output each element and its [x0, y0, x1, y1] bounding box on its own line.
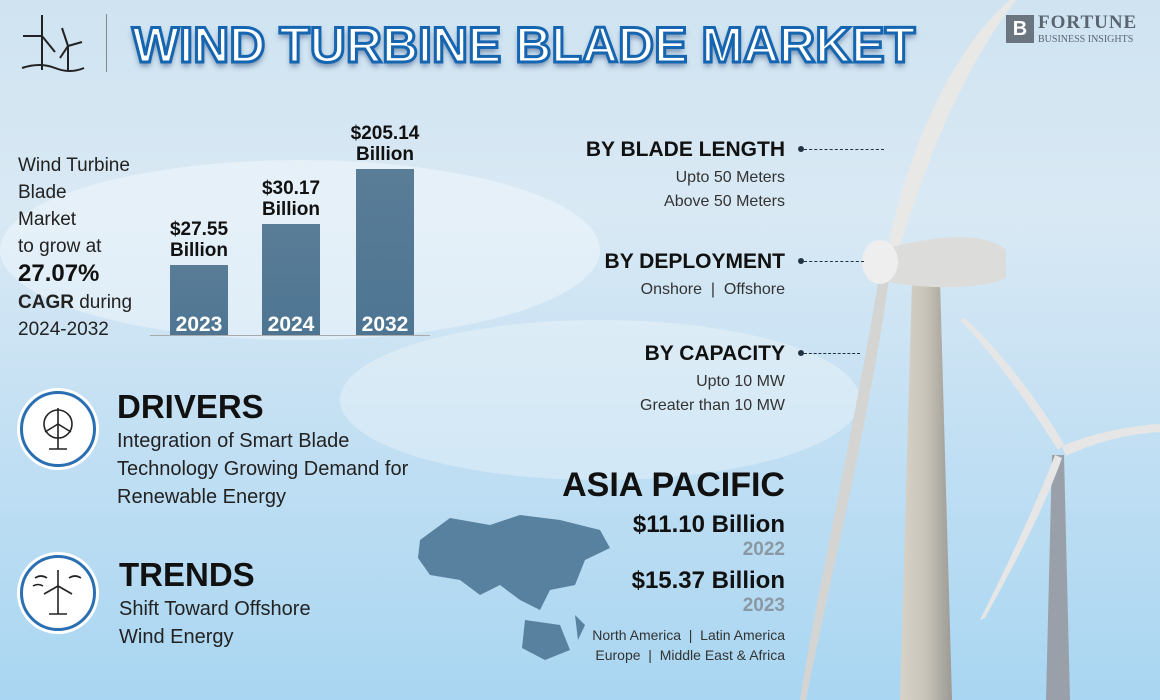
bar-category-label: 2023	[175, 313, 223, 336]
region-value-2023: $15.37 Billion	[631, 567, 785, 594]
segment-item: Onshore | Offshore	[640, 281, 785, 298]
bar-data-label: $27.55 Billion	[149, 219, 249, 261]
drivers-icon-circle	[20, 391, 96, 467]
page-title: WIND TURBINE BLADE MARKET	[131, 16, 917, 75]
segment-title: BY DEPLOYMENT	[604, 250, 785, 273]
logo-subtext: BUSINESS INSIGHTS	[1038, 34, 1134, 45]
bar-data-label: $205.14 Billion	[335, 123, 435, 165]
bar-2024: 2024	[262, 224, 320, 336]
intro-line: to grow at	[18, 236, 102, 257]
intro-during: during	[73, 292, 133, 313]
trends-title: TRENDS	[119, 556, 255, 593]
bar-data-label-line: $30.17	[261, 178, 321, 199]
segment-item: Upto 50 Meters	[675, 169, 785, 186]
market-intro: Wind Turbine Blade Market to grow at 27.…	[18, 152, 132, 343]
segment-item: Upto 10 MW	[696, 373, 785, 390]
drivers-title: DRIVERS	[117, 388, 264, 425]
logo-text: FORTUNE	[1038, 12, 1138, 33]
wind-turbines-logo-icon	[21, 15, 85, 72]
segment-capacity: BY CAPACITY Upto 10 MW Greater than 10 M…	[640, 342, 785, 418]
intro-line: Market	[18, 209, 77, 230]
region-value-2022: $11.10 Billion	[632, 511, 785, 538]
other-regions: Europe | Middle East & Africa	[595, 647, 785, 663]
region-panel: ASIA PACIFIC $11.10 Billion 2022 $15.37 …	[562, 466, 785, 663]
forecast-period: 2024-2032	[18, 319, 109, 340]
asia-pacific-map	[418, 515, 610, 660]
leader-line	[804, 149, 884, 150]
segment-title: BY BLADE LENGTH	[585, 138, 785, 161]
segment-item: Greater than 10 MW	[640, 397, 785, 414]
chart-baseline	[150, 335, 430, 336]
logo-mark: B	[1006, 14, 1034, 43]
bar-category-label: 2024	[267, 313, 315, 336]
bar-data-label-line: Billion	[169, 240, 229, 261]
segment-blade-length: BY BLADE LENGTH Upto 50 Meters Above 50 …	[586, 138, 785, 214]
leader-dot	[798, 258, 804, 264]
intro-line: Wind Turbine	[18, 155, 130, 176]
region-name: ASIA PACIFIC	[562, 466, 785, 504]
fortune-logo: B FORTUNE BUSINESS INSIGHTS	[1006, 12, 1137, 45]
bar-2032: 2032	[356, 169, 414, 336]
segment-item: Above 50 Meters	[664, 193, 785, 210]
bar-data-label-line: Billion	[355, 144, 415, 165]
wind-turbine-icon	[32, 570, 82, 615]
region-year: 2022	[742, 539, 785, 560]
header-divider	[106, 14, 107, 72]
cagr-label: CAGR	[18, 292, 74, 313]
region-year: 2023	[742, 595, 785, 616]
trends-icon-circle	[20, 555, 96, 631]
trends-text: Shift Toward Offshore Wind Energy	[119, 598, 311, 648]
segment-title: BY CAPACITY	[644, 342, 785, 365]
leader-dot	[798, 350, 804, 356]
bar-category-label: 2032	[361, 313, 409, 336]
cagr-value: 27.07%	[18, 260, 100, 287]
intro-line: Blade	[18, 182, 67, 203]
bar-2023: 2023	[170, 265, 228, 336]
bar-data-label-line: Billion	[261, 199, 321, 220]
leader-line	[804, 353, 860, 354]
bar-data-label: $30.17 Billion	[241, 178, 341, 220]
bar-data-label-line: $205.14	[350, 123, 420, 144]
drivers-text: Integration of Smart Blade Technology Gr…	[117, 430, 409, 508]
wind-turbine-gear-icon	[43, 408, 73, 450]
segment-deployment: BY DEPLOYMENT Onshore | Offshore	[605, 250, 785, 302]
other-regions: North America | Latin America	[592, 627, 785, 643]
leader-dot	[798, 146, 804, 152]
bar-data-label-line: $27.55	[169, 219, 229, 240]
leader-line	[804, 261, 864, 262]
